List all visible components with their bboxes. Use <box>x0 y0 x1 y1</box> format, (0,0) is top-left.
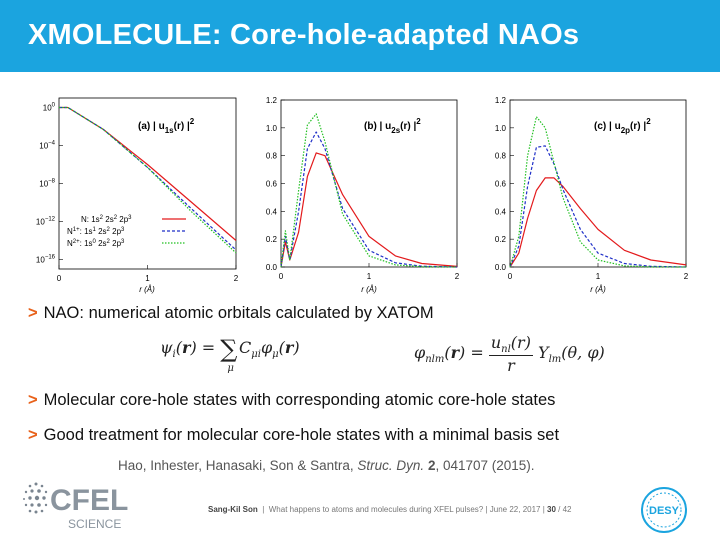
legend-entry-n: N: 1s2 2s2 2p3 <box>81 215 132 224</box>
xtick-label: 2 <box>234 274 239 283</box>
cfel-logo: CFEL SCIENCE <box>23 482 128 531</box>
series-curve-green <box>509 116 687 268</box>
ytick-label: 1.0 <box>495 124 507 133</box>
citation-authors: Hao, Inhester, Hanasaki, Son & Santra, <box>118 458 358 473</box>
xtick-label: 1 <box>145 274 150 283</box>
bullet-text: Good treatment for molecular core-hole s… <box>43 426 560 444</box>
panel-a-legend: N: 1s2 2s2 2p3 N1+: 1s1 2s2 2p3 N2+: 1s0… <box>67 215 186 248</box>
ytick-label: 1.2 <box>266 96 278 105</box>
panel-b-curves <box>280 113 458 268</box>
xtick-label: 0 <box>279 272 284 281</box>
panel-c-curves <box>509 116 687 268</box>
footer-page: 30 <box>547 505 556 514</box>
ytick-label: 1.2 <box>495 96 507 105</box>
panel-c-xticks: 0 1 2 <box>508 263 689 281</box>
xtick-label: 2 <box>684 272 689 281</box>
panel-b-yticks: 0.0 0.2 0.4 0.6 0.8 1.0 1.2 <box>266 96 285 272</box>
ytick-label: 0.8 <box>266 152 278 161</box>
cfel-science: SCIENCE <box>68 517 121 531</box>
bullet-treatment: > Good treatment for molecular core-hole … <box>28 426 559 445</box>
legend-entry-n1: N1+: 1s1 2s2 2p3 <box>67 227 125 236</box>
citation: Hao, Inhester, Hanasaki, Son & Santra, S… <box>118 458 535 473</box>
bullet-marker: > <box>28 304 38 322</box>
ytick-label: 0.8 <box>495 152 507 161</box>
series-curve-blue <box>509 145 687 268</box>
footer-talk: What happens to atoms and molecules duri… <box>268 505 484 514</box>
ytick-label: 0.4 <box>495 207 507 216</box>
footer-author: Sang-Kil Son <box>208 505 258 514</box>
xtick-label: 2 <box>455 272 460 281</box>
series-curve-blue <box>280 131 458 268</box>
panel-a-curves <box>59 106 237 254</box>
citation-volume: 2 <box>427 458 436 473</box>
bullet-text: NAO: numerical atomic orbitals calculate… <box>43 304 434 322</box>
citation-pages: , 041707 (2015). <box>435 458 535 473</box>
footer: Sang-Kil Son | What happens to atoms and… <box>208 505 572 514</box>
desy-inner-ring <box>646 492 682 528</box>
xtick-label: 0 <box>508 272 513 281</box>
ytick-label: 10−16 <box>36 255 56 265</box>
panel-a-yticks: 100 10−4 10−8 10−12 10−16 <box>36 103 63 265</box>
panel-b-xticks: 0 1 2 <box>279 263 460 281</box>
panel-c-label-id: (c) <box>594 121 606 132</box>
plot-panel-c: 0.0 0.2 0.4 0.6 0.8 1.0 1.2 0 1 2 (c) | u2p(r) |… <box>495 96 689 294</box>
equation-phi: φnlm(r) = unl(r) r Ylm(θ, φ) <box>414 333 605 376</box>
ytick-label: 10−8 <box>39 179 55 189</box>
panel-c-yticks: 0.0 0.2 0.4 0.6 0.8 1.0 1.2 <box>495 96 514 272</box>
ytick-label: 100 <box>43 103 56 113</box>
ytick-label: 0.2 <box>495 235 507 244</box>
legend-entry-n2: N2+: 1s0 2s2 2p3 <box>67 239 125 248</box>
plot-panel-a: 100 10−4 10−8 10−12 10−16 0 1 2 (a) | u1s(r) |… <box>36 97 239 294</box>
panel-b-label: (b) | u2s(r) |2 <box>364 117 421 135</box>
panel-a-label-id: (a) <box>138 121 150 132</box>
ytick-label: 0.6 <box>495 180 507 189</box>
plot-panel-b: 0.0 0.2 0.4 0.6 0.8 1.0 1.2 0 1 2 (b) | u2s(r) |… <box>266 96 460 294</box>
bullet-marker: > <box>28 426 38 444</box>
bullet-nao: > NAO: numerical atomic orbitals calculat… <box>28 304 434 323</box>
series-curve-green <box>280 113 458 268</box>
ytick-label: 0.6 <box>266 180 278 189</box>
ytick-label: 0.0 <box>495 263 507 272</box>
series-curve-green <box>59 106 237 254</box>
desy-logo: DESY <box>641 487 687 533</box>
bullet-text: Molecular core-hole states with correspo… <box>43 391 556 409</box>
desy-ring <box>641 487 687 533</box>
ytick-label: 0.4 <box>266 207 278 216</box>
panel-a-xticks: 0 1 2 <box>57 265 239 283</box>
xtick-label: 1 <box>367 272 372 281</box>
ytick-label: 10−4 <box>39 141 55 151</box>
panel-c-xlabel: r (Å) <box>590 285 606 294</box>
cfel-wordmark: CFEL <box>50 484 128 517</box>
panel-b-xlabel: r (Å) <box>361 285 377 294</box>
title-bar: XMOLECULE: Core-hole-adapted NAOs <box>0 0 720 72</box>
citation-journal: Struc. Dyn. <box>357 458 425 473</box>
xtick-label: 1 <box>596 272 601 281</box>
panel-b-label-id: (b) <box>364 121 377 132</box>
cfel-dots <box>23 482 48 514</box>
panel-a-xlabel: r (Å) <box>139 285 155 294</box>
xtick-label: 0 <box>57 274 62 283</box>
panel-c-label: (c) | u2p(r) |2 <box>594 117 651 135</box>
desy-wordmark: DESY <box>649 505 680 517</box>
equation-psi: ψi(r) = ∑μ Cμiφμ(r) <box>160 335 300 375</box>
slide-title: XMOLECULE: Core-hole-adapted NAOs <box>28 19 580 51</box>
ytick-label: 0.0 <box>266 263 278 272</box>
ytick-label: 10−12 <box>36 217 56 227</box>
ytick-label: 1.0 <box>266 124 278 133</box>
footer-date: June 22, 2017 <box>489 505 541 514</box>
bullet-marker: > <box>28 391 38 409</box>
panel-a-label: (a) | u1s(r) |2 <box>138 117 195 135</box>
ytick-label: 0.2 <box>266 235 278 244</box>
footer-total: 42 <box>562 505 572 514</box>
bullet-molecular: > Molecular core-hole states with corresp… <box>28 391 555 410</box>
